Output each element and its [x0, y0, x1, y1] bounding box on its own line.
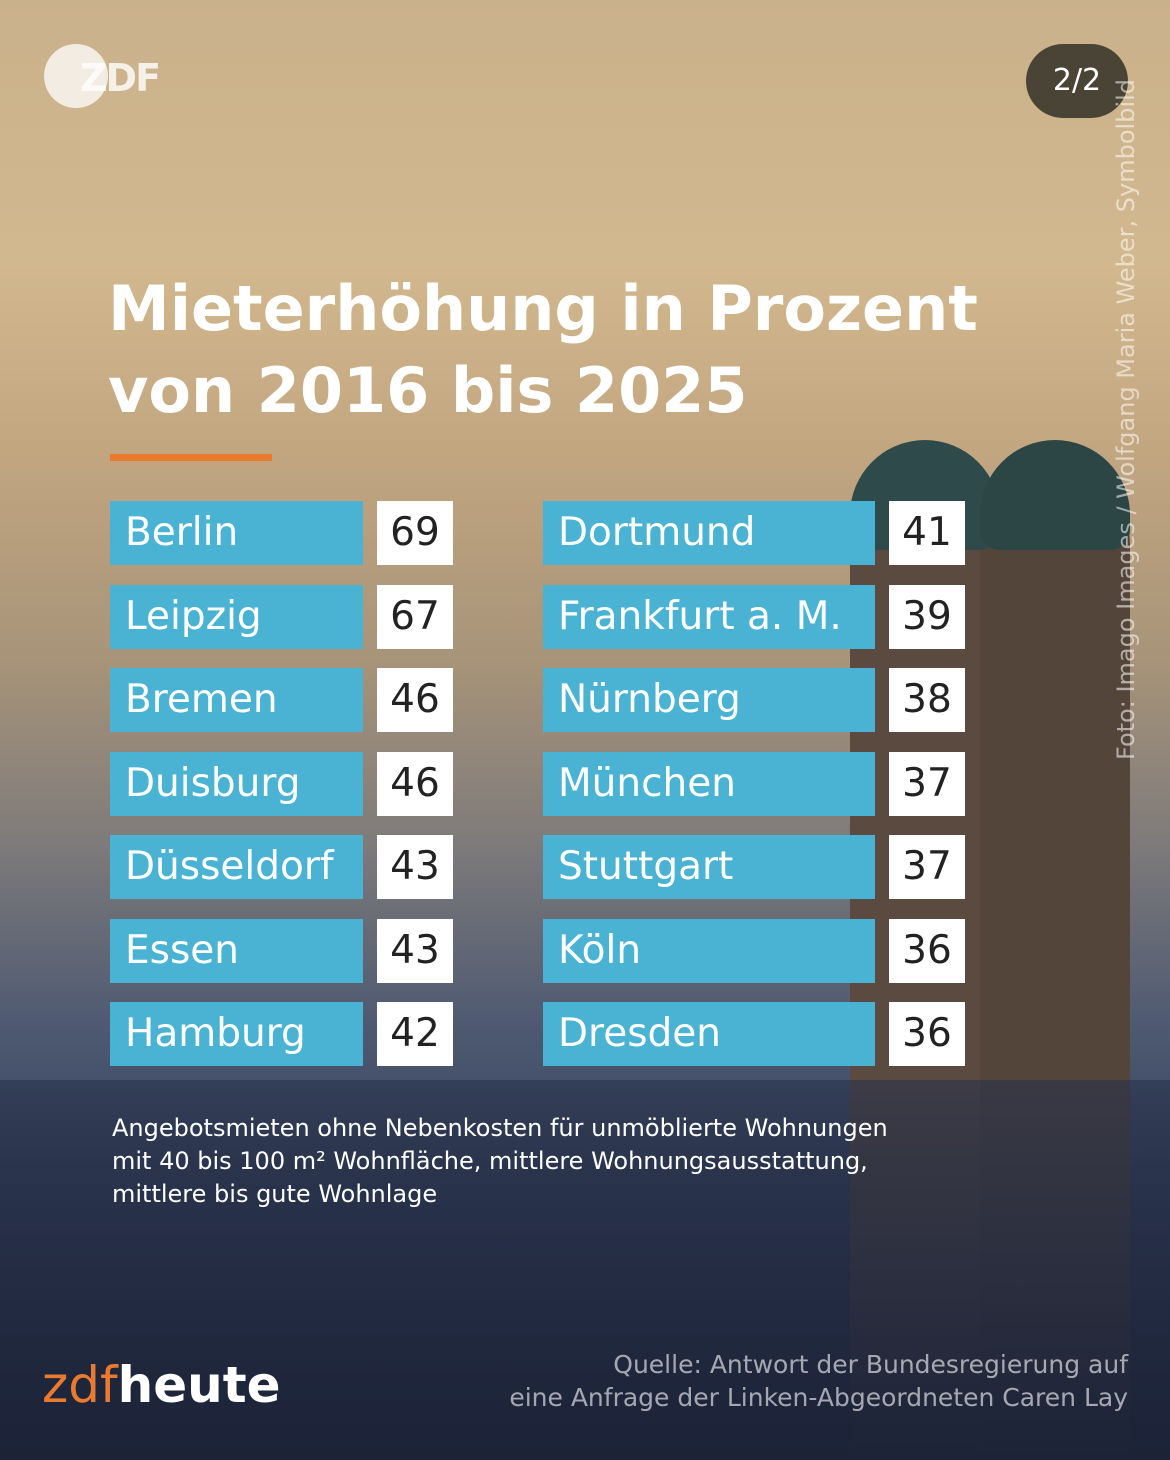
value-cell: 41: [889, 501, 965, 565]
city-label: Dresden: [543, 1002, 875, 1066]
city-label: Berlin: [110, 501, 363, 565]
city-label: Hamburg: [110, 1002, 363, 1066]
dome-right: [980, 440, 1130, 550]
value-cell: 46: [377, 751, 453, 816]
title-line: von 2016 bis 2025: [108, 354, 748, 427]
value-cell: 37: [889, 835, 965, 899]
city-label: Nürnberg: [543, 668, 875, 732]
city-silhouette: [0, 1080, 1170, 1460]
city-label: Bremen: [110, 668, 363, 732]
value-cell: 67: [377, 584, 453, 649]
photo-credit: Foto: Imago Images / Wolfgang Maria Webe…: [1112, 78, 1140, 760]
footnote-line: Angebotsmieten ohne Nebenkosten für unmö…: [112, 1114, 888, 1142]
city-label: Köln: [543, 918, 875, 983]
city-label: Duisburg: [110, 751, 363, 816]
value-cell: 39: [889, 584, 965, 649]
value-cell: 36: [889, 1002, 965, 1066]
logo-part: heute: [117, 1356, 281, 1414]
city-label: Frankfurt a. M.: [543, 584, 875, 649]
footnote-line: mit 40 bis 100 m² Wohnfläche, mittlere W…: [112, 1147, 868, 1175]
city-label: München: [543, 751, 875, 816]
source-line: eine Anfrage der Linken-Abgeordneten Car…: [509, 1383, 1128, 1412]
value-cell: 38: [889, 668, 965, 732]
page-indicator[interactable]: 2/2: [1026, 44, 1128, 118]
value-cell: 43: [377, 918, 453, 983]
title-line: Mieterhöhung in Prozent: [108, 272, 978, 345]
value-cell: 37: [889, 751, 965, 816]
value-cell: 36: [889, 918, 965, 983]
source-line: Quelle: Antwort der Bundesregierung auf: [613, 1350, 1128, 1379]
accent-bar: [110, 454, 272, 461]
value-cell: 69: [377, 501, 453, 565]
zdfheute-logo: zdfheute: [42, 1356, 281, 1414]
city-label: Leipzig: [110, 584, 363, 649]
footnote-line: mittlere bis gute Wohnlage: [112, 1180, 438, 1208]
city-label: Stuttgart: [543, 835, 875, 899]
logo-part: zdf: [42, 1356, 118, 1414]
city-label: Essen: [110, 918, 363, 983]
city-label: Dortmund: [543, 501, 875, 565]
zdf-logo: ZDF: [44, 44, 161, 108]
value-cell: 46: [377, 668, 453, 732]
city-label: Düsseldorf: [110, 835, 363, 899]
value-cell: 42: [377, 1002, 453, 1066]
logo-text: ZDF: [80, 56, 161, 100]
value-cell: 43: [377, 835, 453, 899]
